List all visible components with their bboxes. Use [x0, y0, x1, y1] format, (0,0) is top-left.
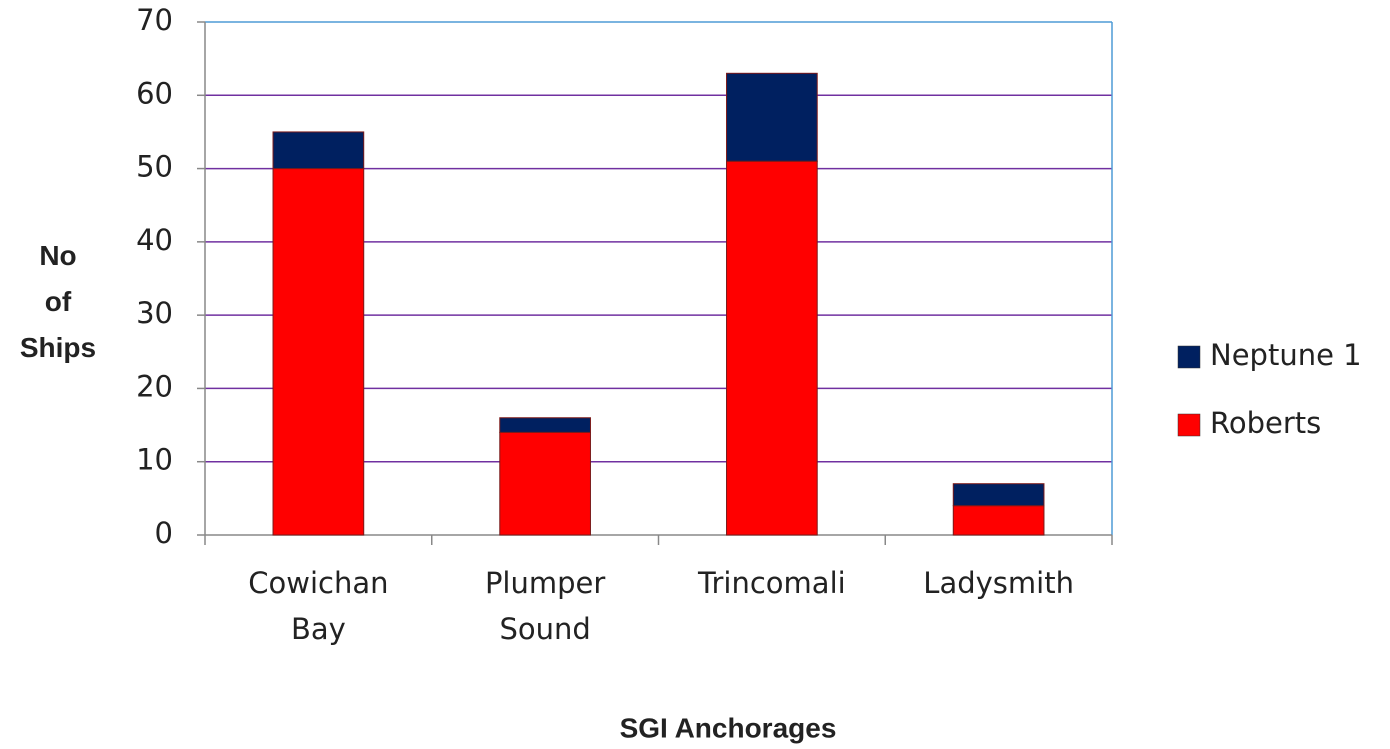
x-axis-label: SGI Anchorages	[620, 712, 837, 743]
bar-segment	[726, 72, 818, 162]
y-tick-label: 60	[136, 76, 173, 110]
y-tick-label: 10	[136, 443, 173, 477]
y-tick-label: 40	[136, 223, 173, 257]
legend-label: Roberts	[1210, 406, 1321, 440]
legend-label: Neptune 1	[1210, 338, 1362, 372]
legend-swatch	[1177, 345, 1201, 369]
x-tick-label: Cowichan Bay	[248, 566, 388, 646]
legend-swatch	[1177, 413, 1201, 437]
bar-segment	[952, 505, 1045, 536]
bar-segment	[726, 160, 818, 536]
x-tick-label: Ladysmith	[923, 566, 1074, 600]
y-axis-label: No of Ships	[20, 240, 96, 363]
y-tick-label: 30	[136, 296, 173, 330]
y-tick-label: 0	[155, 516, 173, 550]
y-tick-label: 70	[136, 3, 173, 37]
bar-segment	[952, 483, 1045, 507]
bar-segment	[272, 168, 365, 536]
y-tick-label: 20	[136, 369, 173, 403]
bar-segment	[499, 431, 591, 536]
x-tick-label: Plumper Sound	[485, 566, 605, 646]
bar-segment	[499, 417, 591, 433]
x-tick-label: Trincomali	[697, 566, 846, 600]
y-tick-label: 50	[136, 150, 173, 184]
bar-segment	[272, 131, 365, 170]
